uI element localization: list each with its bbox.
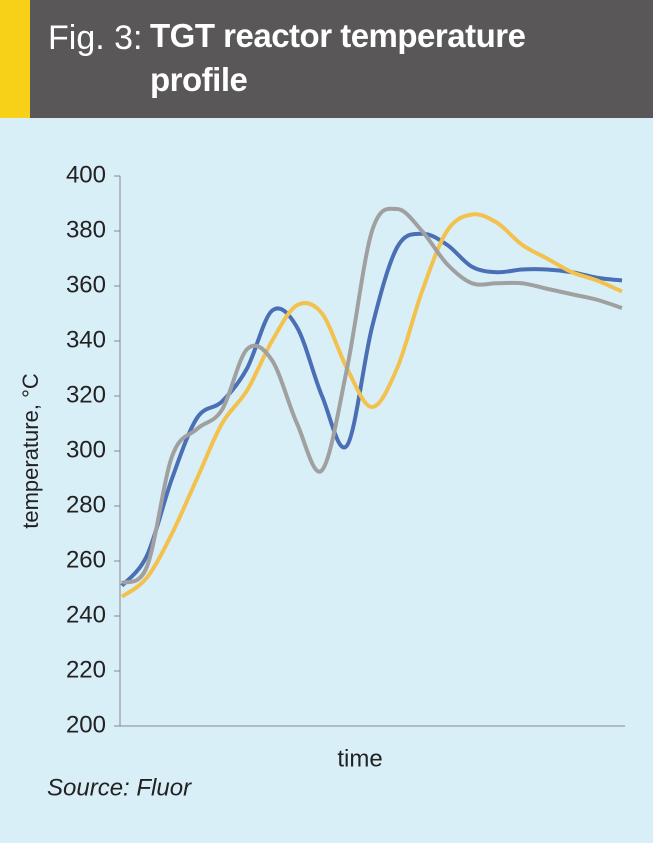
header-accent xyxy=(0,0,30,118)
title-box: TGT reactor temperature profile xyxy=(150,17,526,98)
y-tick-label: 320 xyxy=(66,381,106,408)
y-tick-label: 400 xyxy=(66,161,106,188)
y-tick-label: 300 xyxy=(66,436,106,463)
x-axis-label: time xyxy=(337,745,382,772)
source: Source: Fluor xyxy=(47,774,192,801)
chart-title: TGT reactor temperature profile xyxy=(150,17,526,98)
line-series xyxy=(120,206,623,585)
header xyxy=(0,0,653,118)
y-tick-label: 380 xyxy=(66,216,106,243)
figure-label: Fig. 3: xyxy=(48,19,142,57)
y-tick-label: 240 xyxy=(66,601,106,628)
line-series xyxy=(120,212,623,599)
line-series xyxy=(120,231,623,588)
y-tick-label: 200 xyxy=(66,711,106,738)
y-tick-label: 220 xyxy=(66,656,106,683)
y-tick-label: 280 xyxy=(66,491,106,518)
y-axis-label: temperature, °C xyxy=(18,373,43,529)
y-tick-label: 360 xyxy=(66,271,106,298)
y-tick-label: 260 xyxy=(66,546,106,573)
y-tick-label: 340 xyxy=(66,326,106,353)
